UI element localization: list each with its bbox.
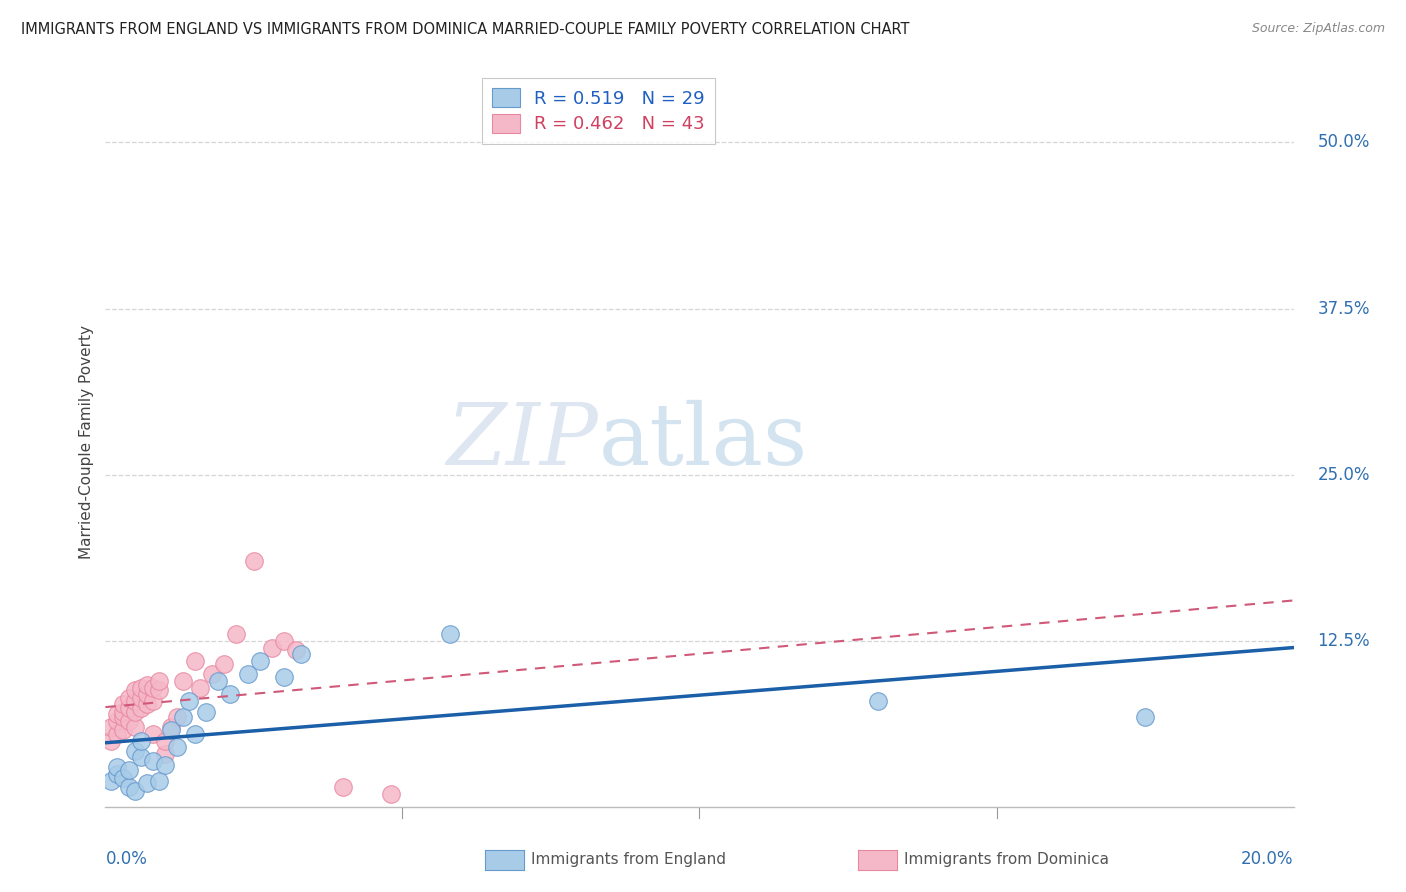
Point bbox=[142, 754, 165, 768]
Text: IMMIGRANTS FROM ENGLAND VS IMMIGRANTS FROM DOMINICA MARRIED-COUPLE FAMILY POVERT: IMMIGRANTS FROM ENGLAND VS IMMIGRANTS FR… bbox=[21, 22, 910, 37]
Point bbox=[129, 681, 152, 695]
Point bbox=[249, 654, 271, 668]
Point bbox=[172, 710, 194, 724]
Point bbox=[129, 749, 152, 764]
Point bbox=[129, 691, 152, 706]
Text: 0.0%: 0.0% bbox=[105, 850, 148, 868]
Point bbox=[124, 784, 146, 798]
Point bbox=[166, 740, 188, 755]
Point bbox=[148, 683, 170, 698]
Point bbox=[195, 705, 218, 719]
Text: atlas: atlas bbox=[599, 400, 807, 483]
Text: ZIP: ZIP bbox=[447, 401, 599, 483]
Point bbox=[105, 760, 128, 774]
Point bbox=[273, 634, 295, 648]
Point bbox=[183, 654, 205, 668]
Point bbox=[118, 691, 141, 706]
Point bbox=[112, 723, 135, 738]
Point bbox=[129, 733, 152, 747]
Text: Immigrants from Dominica: Immigrants from Dominica bbox=[904, 853, 1109, 867]
Point bbox=[236, 667, 259, 681]
Point bbox=[284, 643, 307, 657]
Text: 37.5%: 37.5% bbox=[1317, 300, 1369, 318]
Text: 50.0%: 50.0% bbox=[1317, 133, 1369, 152]
Point bbox=[118, 763, 141, 777]
Point bbox=[105, 727, 128, 741]
Text: Source: ZipAtlas.com: Source: ZipAtlas.com bbox=[1251, 22, 1385, 36]
Point bbox=[148, 773, 170, 788]
Point bbox=[136, 678, 159, 692]
Point bbox=[439, 627, 461, 641]
Point bbox=[136, 776, 159, 790]
Point bbox=[136, 687, 159, 701]
Point bbox=[177, 694, 200, 708]
Point bbox=[219, 687, 242, 701]
Point bbox=[112, 705, 135, 719]
Point bbox=[136, 697, 159, 711]
Point bbox=[100, 733, 122, 747]
Point bbox=[153, 747, 176, 761]
Point bbox=[118, 780, 141, 795]
Point bbox=[100, 773, 122, 788]
Point bbox=[129, 700, 152, 714]
Point bbox=[225, 627, 247, 641]
Point bbox=[332, 780, 354, 795]
Point bbox=[118, 700, 141, 714]
Point bbox=[201, 667, 224, 681]
Point bbox=[866, 694, 889, 708]
Legend: R = 0.519   N = 29, R = 0.462   N = 43: R = 0.519 N = 29, R = 0.462 N = 43 bbox=[482, 78, 716, 145]
Text: 25.0%: 25.0% bbox=[1317, 466, 1369, 483]
Point bbox=[159, 721, 181, 735]
Point bbox=[142, 681, 165, 695]
Point bbox=[112, 697, 135, 711]
Point bbox=[118, 714, 141, 728]
Point bbox=[124, 721, 146, 735]
Point bbox=[124, 694, 146, 708]
Point bbox=[112, 771, 135, 785]
Text: 20.0%: 20.0% bbox=[1241, 850, 1294, 868]
Point bbox=[159, 723, 181, 738]
Point bbox=[290, 648, 312, 662]
Point bbox=[190, 681, 212, 695]
Point bbox=[100, 721, 122, 735]
Point bbox=[153, 733, 176, 747]
Point bbox=[142, 694, 165, 708]
Point bbox=[172, 673, 194, 688]
Point bbox=[124, 705, 146, 719]
Point bbox=[112, 710, 135, 724]
Point bbox=[380, 787, 402, 801]
Point bbox=[105, 707, 128, 722]
Point bbox=[153, 757, 176, 772]
Point bbox=[183, 727, 205, 741]
Point bbox=[124, 744, 146, 758]
Point bbox=[260, 640, 283, 655]
Point bbox=[207, 673, 229, 688]
Point bbox=[105, 767, 128, 781]
Point bbox=[142, 727, 165, 741]
Point bbox=[124, 683, 146, 698]
Y-axis label: Married-Couple Family Poverty: Married-Couple Family Poverty bbox=[79, 325, 94, 558]
Text: 12.5%: 12.5% bbox=[1317, 632, 1369, 650]
Point bbox=[148, 673, 170, 688]
Point bbox=[1133, 710, 1156, 724]
Point bbox=[243, 554, 266, 568]
Text: Immigrants from England: Immigrants from England bbox=[531, 853, 727, 867]
Point bbox=[273, 670, 295, 684]
Point bbox=[166, 710, 188, 724]
Point bbox=[214, 657, 236, 671]
Point bbox=[105, 714, 128, 728]
